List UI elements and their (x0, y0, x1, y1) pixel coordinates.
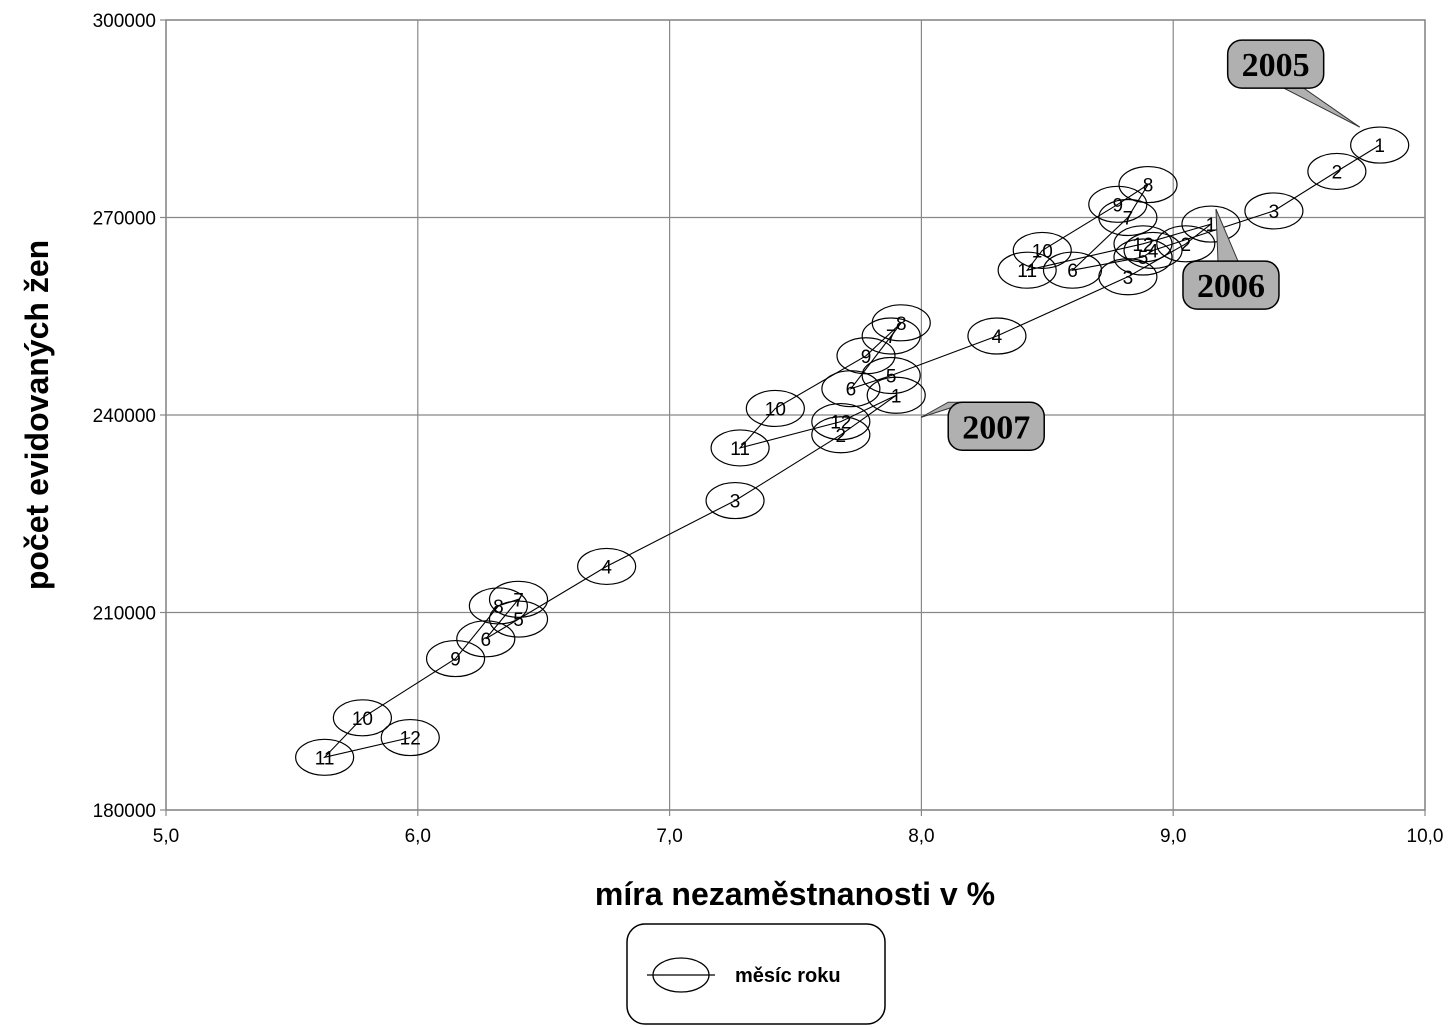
month-label: 10 (352, 709, 373, 730)
legend-box (626, 923, 886, 1025)
data-point-ellipse (295, 738, 355, 776)
month-label: 3 (730, 492, 741, 513)
grid (160, 19, 1426, 816)
data-point-ellipse (1350, 126, 1410, 164)
data-point-ellipse (967, 317, 1027, 355)
data-point-ellipse (1244, 192, 1304, 230)
data-point-ellipse (1012, 231, 1072, 270)
month-label: 11 (315, 748, 335, 769)
month-label: 8 (896, 314, 907, 335)
month-label: 2 (1181, 235, 1192, 256)
x-axis-title: míra nezaměstnanosti v % (595, 876, 995, 912)
data-point-ellipse (1113, 238, 1173, 276)
callout-box (947, 401, 1045, 451)
data-point-ellipse (1118, 165, 1178, 204)
data-point-ellipse (1307, 152, 1367, 191)
month-label: 9 (1113, 195, 1124, 216)
month-label: 3 (1123, 268, 1134, 289)
month-label: 2 (836, 426, 847, 447)
callout-year-label: 2005 (1242, 47, 1310, 84)
month-label: 4 (601, 557, 612, 578)
legend-ellipse-symbol (652, 957, 710, 993)
month-label: 4 (1148, 241, 1159, 262)
month-label: 6 (480, 630, 491, 651)
x-tick-label: 8,0 (908, 826, 934, 847)
data-point-ellipse (836, 337, 896, 375)
month-label: 3 (1269, 202, 1280, 223)
month-label: 2 (1332, 162, 1343, 183)
month-label: 8 (1143, 176, 1154, 197)
month-label: 6 (1067, 261, 1078, 282)
data-point-ellipse (745, 389, 805, 428)
data-point-ellipse (1181, 205, 1241, 243)
y-tick-label: 240000 (93, 406, 156, 427)
callout-box (1182, 260, 1280, 310)
data-point-ellipse (997, 251, 1057, 289)
data-point-ellipse (1156, 225, 1216, 263)
y-tick-labels: 180000 210000 240000 270000 300000 (93, 11, 156, 822)
y-tick-label: 300000 (93, 11, 156, 32)
month-label: 5 (513, 610, 524, 631)
month-label: 7 (513, 590, 524, 611)
month-label: 9 (861, 347, 872, 368)
month-label: 12 (400, 729, 421, 750)
legend: měsíc roku (626, 923, 886, 1025)
month-label: 10 (765, 399, 786, 420)
callout-year-label: 2007 (962, 409, 1030, 446)
x-tick-label: 7,0 (656, 826, 682, 847)
month-label: 1 (1206, 215, 1217, 236)
data-point-ellipse (811, 416, 871, 454)
data-point-ellipse (811, 402, 871, 441)
x-tick-label: 10,0 (1407, 826, 1444, 847)
data-point-ellipse (710, 429, 770, 467)
x-tick-label: 9,0 (1160, 826, 1186, 847)
data-point-ellipse (871, 304, 931, 342)
month-label: 7 (886, 327, 897, 348)
data-point-ellipse (380, 718, 440, 757)
month-label: 5 (1138, 248, 1149, 269)
data-point-ellipse (1098, 258, 1158, 296)
data-point-ellipse (456, 620, 516, 658)
y-tick-label: 210000 (93, 604, 156, 625)
month-label: 1 (1374, 136, 1385, 157)
x-tick-labels: 5,0 6,0 7,0 8,0 9,0 10,0 (153, 826, 1444, 847)
x-tick-label: 5,0 (153, 826, 179, 847)
month-label: 1 (891, 386, 902, 407)
data-point-ellipse (488, 600, 549, 638)
x-tick-label: 6,0 (405, 826, 431, 847)
data-point-ellipse (866, 376, 926, 414)
data-points: 1234567891011121234567891011121234567891… (295, 126, 1410, 776)
callout-year-label: 2006 (1197, 268, 1265, 305)
data-point-ellipse (705, 481, 765, 520)
data-point-ellipse (468, 587, 528, 625)
y-tick-label: 180000 (93, 801, 156, 822)
month-label: 11 (1017, 261, 1037, 282)
data-point-ellipse (332, 699, 393, 737)
month-label: 12 (1132, 235, 1153, 256)
year-callouts: 2005 2006 2007 (920, 39, 1360, 451)
data-point-ellipse (861, 356, 921, 395)
month-label: 6 (846, 380, 857, 401)
month-label: 9 (450, 650, 461, 671)
month-label: 8 (493, 597, 504, 618)
data-point-ellipse (577, 547, 637, 586)
data-point-ellipse (488, 580, 549, 618)
callout-box (1226, 39, 1325, 89)
y-tick-label: 270000 (93, 209, 156, 230)
legend-label: měsíc roku (735, 965, 841, 987)
month-label: 4 (992, 327, 1003, 348)
month-label: 12 (830, 413, 851, 434)
month-label: 11 (730, 439, 750, 460)
y-axis-title: počet evidovaných žen (19, 240, 55, 590)
month-label: 7 (1123, 209, 1134, 230)
data-point-ellipse (425, 639, 486, 678)
data-point-ellipse (1088, 185, 1148, 223)
